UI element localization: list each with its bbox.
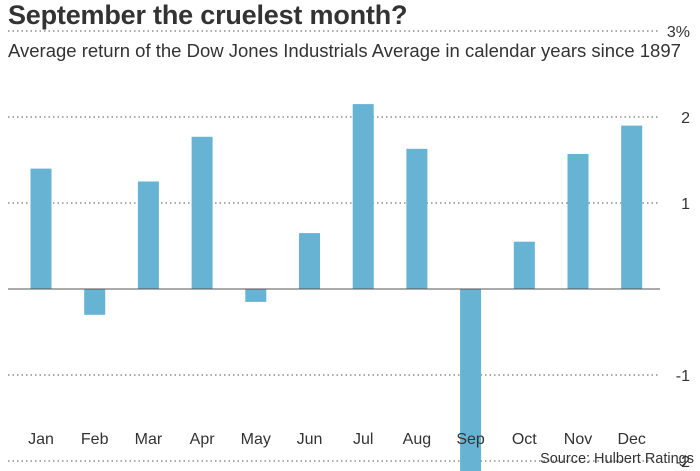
x-tick-label: Jun	[297, 431, 323, 448]
x-tick-label: Aug	[403, 431, 431, 448]
y-tick-labels: 3% 2 1 -1 -2	[667, 24, 690, 471]
x-tick-label: Jan	[28, 431, 54, 448]
y-tick-label: 2	[681, 110, 690, 127]
bar-nov	[567, 153, 589, 289]
bar-jan	[30, 168, 52, 289]
bar-mar	[137, 181, 159, 289]
x-tick-label: Mar	[135, 431, 163, 448]
chart-source: Source: Hulbert Ratings	[540, 451, 694, 467]
grid-lines	[8, 30, 660, 462]
bar-may	[245, 289, 267, 302]
x-tick-label: Nov	[564, 431, 592, 448]
y-tick-label: -1	[676, 368, 690, 385]
x-tick-label: Feb	[81, 431, 109, 448]
x-tick-labels: Jan Feb Mar Apr May Jun Jul Aug Sep Oct Nov Dec	[28, 431, 646, 448]
x-tick-label: Jul	[353, 431, 373, 448]
bar-jul	[352, 104, 374, 289]
x-tick-label: Sep	[456, 431, 485, 448]
x-tick-label: Oct	[512, 431, 537, 448]
bar-jun	[299, 233, 320, 289]
bar-dec	[621, 125, 643, 289]
x-tick-label: May	[241, 431, 271, 448]
y-tick-label: -2	[676, 454, 690, 471]
y-tick-label: 1	[681, 196, 690, 213]
bar-feb	[84, 289, 106, 315]
x-tick-label: Dec	[617, 431, 645, 448]
chart-subtitle: Average return of the Dow Jones Industri…	[8, 40, 681, 61]
bar-apr	[191, 136, 213, 289]
bar-sep	[460, 289, 482, 471]
bars	[30, 104, 643, 471]
bar-oct	[513, 241, 535, 289]
y-tick-label: 3%	[667, 24, 690, 41]
bar-aug	[406, 148, 428, 289]
chart-title: September the cruelest month?	[8, 0, 408, 30]
x-tick-label: Apr	[190, 431, 216, 448]
